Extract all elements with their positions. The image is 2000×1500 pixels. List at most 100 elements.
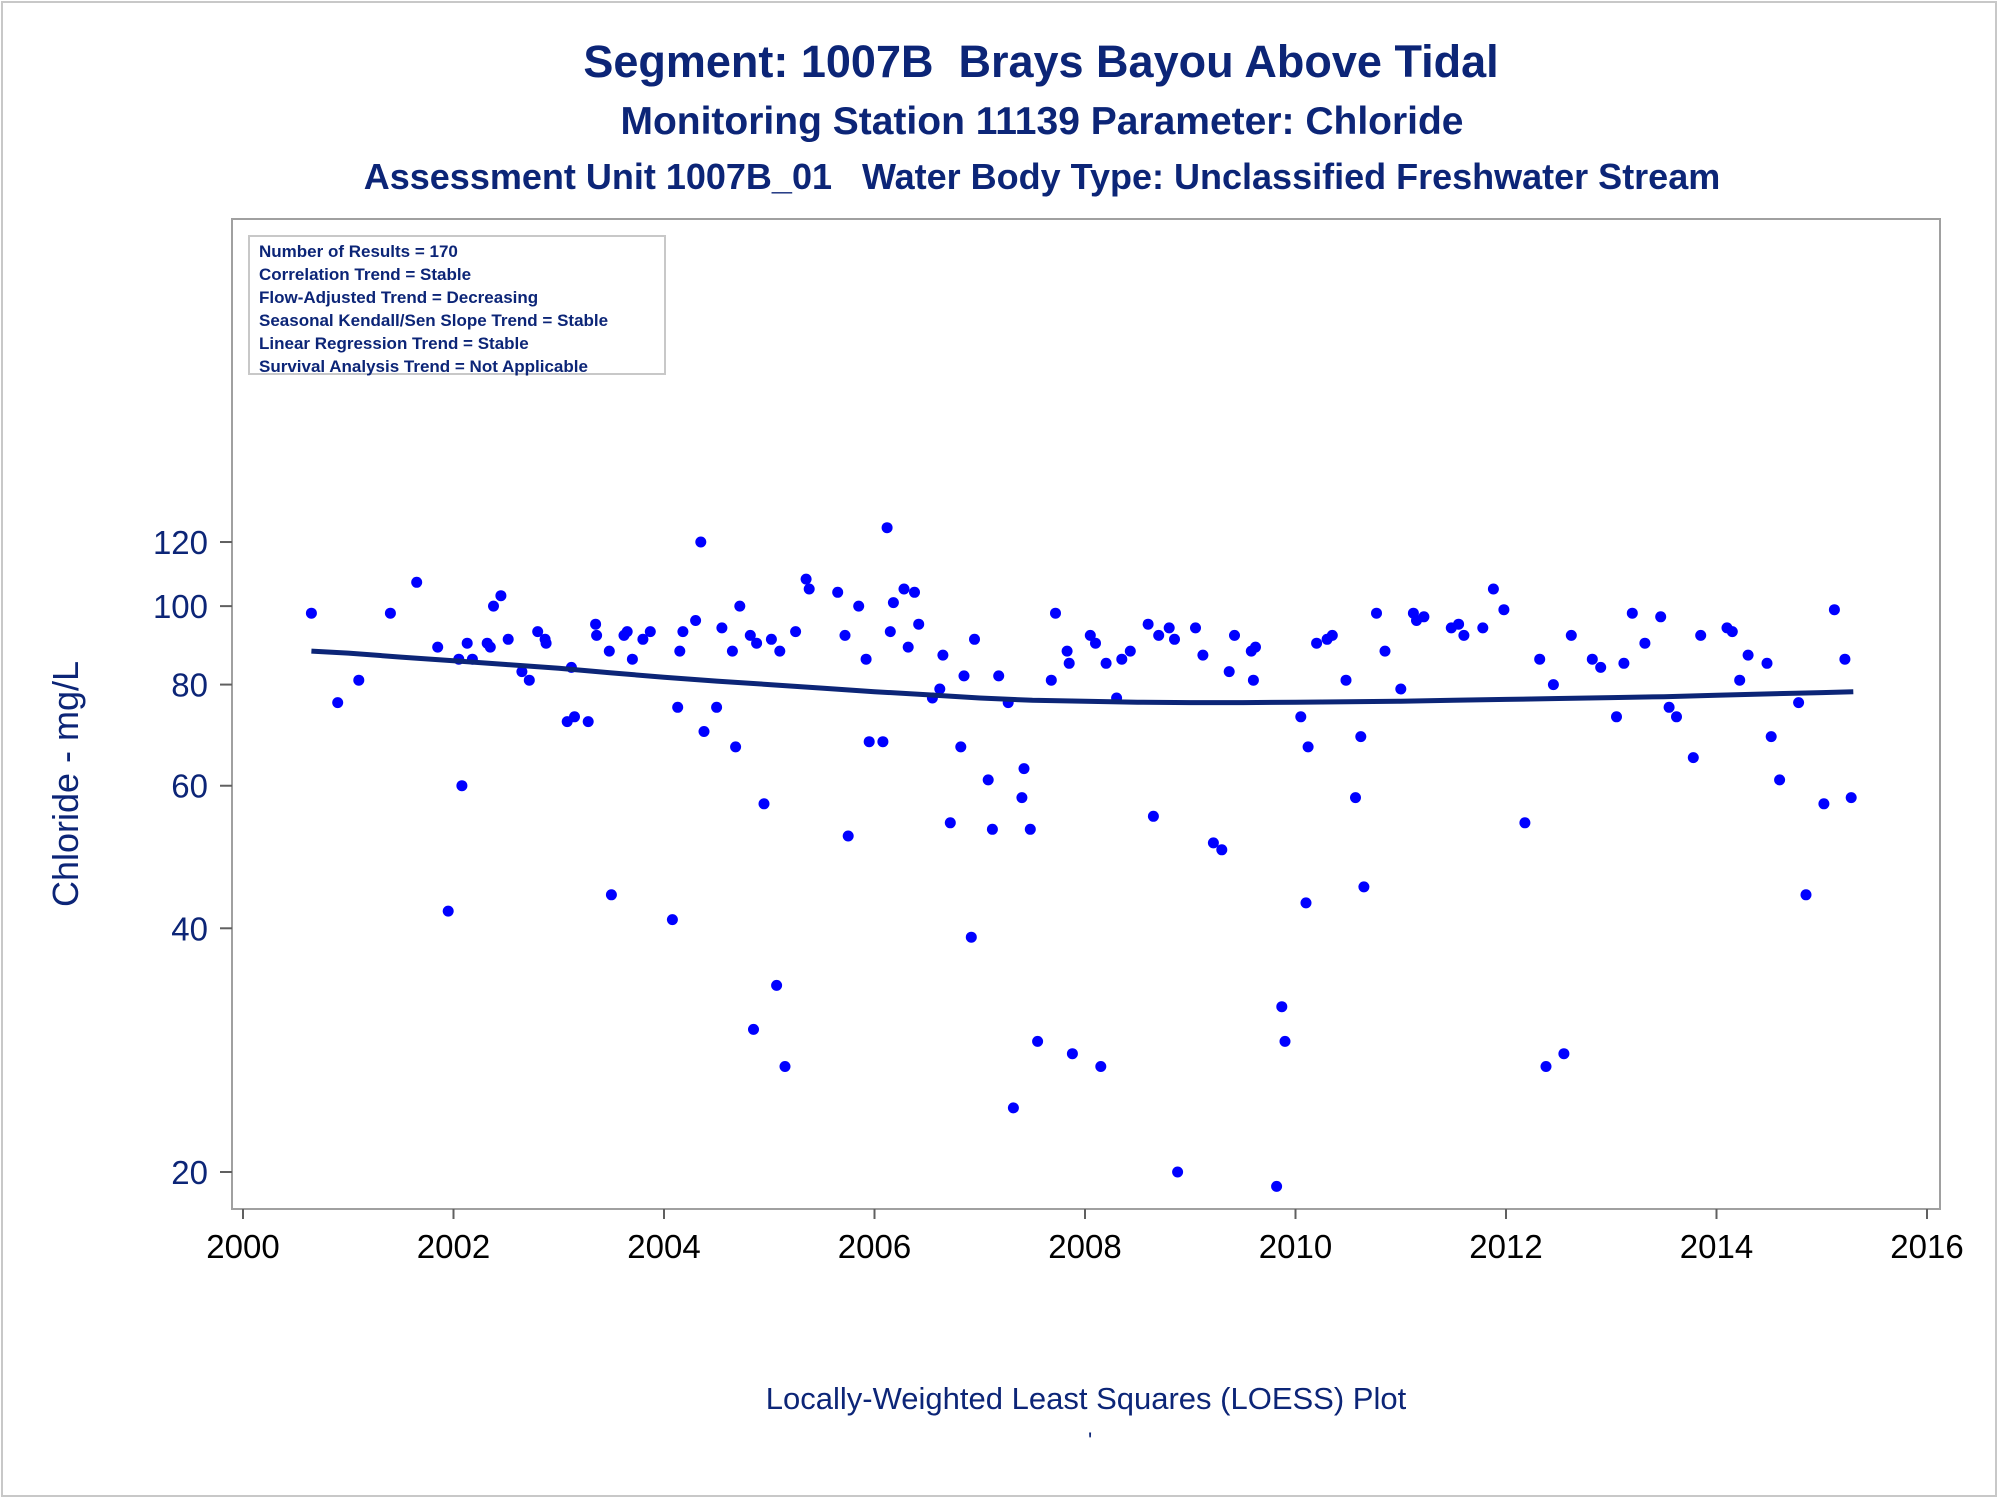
data-point (456, 780, 468, 792)
data-point (695, 536, 707, 548)
data-point (637, 633, 649, 645)
data-point (1350, 792, 1361, 804)
data-point (1163, 622, 1175, 634)
data-point (803, 583, 815, 595)
data-point (1547, 679, 1559, 691)
data-point (690, 615, 702, 626)
data-point (1340, 674, 1352, 686)
data-point (677, 626, 689, 638)
data-point (1250, 641, 1261, 653)
data-point (853, 600, 865, 612)
data-point (937, 649, 949, 661)
data-point (1358, 881, 1370, 893)
data-point (1302, 741, 1314, 753)
data-point (790, 626, 802, 638)
data-point (484, 641, 496, 653)
data-point (1271, 1180, 1283, 1192)
data-point (765, 633, 777, 645)
data-point (1655, 611, 1667, 623)
data-point (1534, 653, 1546, 665)
data-point (839, 629, 851, 641)
data-point (532, 626, 544, 638)
data-point (516, 666, 528, 678)
data-point (1839, 653, 1851, 665)
data-point (1169, 633, 1180, 645)
data-point (884, 626, 896, 638)
legend-line-linear-regression: Linear Regression Trend = Stable (259, 334, 529, 353)
data-point (913, 618, 925, 630)
data-point (1197, 649, 1209, 661)
data-point (898, 583, 910, 595)
data-point (1800, 889, 1812, 901)
data-point (944, 817, 956, 829)
y-tick-label: 100 (153, 588, 208, 625)
data-point (603, 645, 615, 657)
data-point (1395, 683, 1407, 695)
data-point (771, 979, 783, 991)
data-point (1761, 657, 1773, 669)
data-point (644, 626, 656, 638)
legend-line-survival-analysis: Survival Analysis Trend = Not Applicable (259, 357, 588, 376)
data-point (842, 830, 854, 842)
data-point (902, 641, 914, 653)
data-point (1663, 701, 1675, 713)
y-tick-label: 120 (153, 524, 208, 561)
data-point (1519, 817, 1531, 829)
data-point (877, 736, 889, 748)
data-point (1618, 657, 1630, 669)
trend-summary-box: Number of Results = 170 Correlation Tren… (248, 235, 666, 376)
data-point (1458, 629, 1470, 641)
data-point (1765, 731, 1777, 743)
data-point (1477, 622, 1489, 634)
data-point (1498, 604, 1510, 616)
data-point (1540, 1061, 1552, 1072)
data-point (1818, 798, 1830, 810)
data-point (1016, 792, 1028, 804)
data-point (887, 597, 899, 609)
x-tick-label: 2008 (1048, 1228, 1121, 1265)
data-point (698, 726, 710, 737)
data-point (758, 798, 770, 810)
data-point (1007, 1102, 1019, 1114)
data-point (674, 645, 686, 657)
y-axis-label: Chloride - mg/L (45, 661, 86, 907)
data-point (1558, 1048, 1570, 1060)
plot-footnote: Locally-Weighted Least Squares (LOESS) P… (765, 1381, 1407, 1416)
data-point (1066, 1048, 1078, 1060)
data-point (1793, 697, 1805, 709)
data-point (1687, 752, 1699, 764)
data-point (748, 1023, 759, 1035)
data-point (751, 637, 763, 649)
data-point (1018, 763, 1030, 775)
data-point (540, 637, 552, 649)
data-point (1172, 1166, 1184, 1178)
data-point (1726, 626, 1738, 638)
data-point (986, 823, 998, 835)
data-point (590, 618, 602, 630)
data-point (1229, 629, 1240, 641)
chart-subtitle-secondary: Assessment Unit 1007B_01 Water Body Type… (363, 156, 1721, 197)
x-tick-label: 2006 (838, 1228, 911, 1265)
data-point (1311, 637, 1323, 649)
data-point (432, 641, 444, 653)
data-point (1828, 604, 1840, 616)
data-point (605, 889, 617, 901)
data-point (1453, 618, 1465, 630)
data-point (832, 586, 844, 598)
data-point (1418, 611, 1430, 623)
data-point (1295, 711, 1307, 723)
x-tick-label: 2016 (1890, 1228, 1963, 1265)
data-point (1095, 1061, 1107, 1072)
loess-line (311, 648, 1854, 706)
data-point (1595, 661, 1607, 673)
chart-title: Segment: 1007B Brays Bayou Above Tidal (583, 36, 1499, 87)
data-point (353, 674, 365, 686)
data-point (734, 600, 746, 612)
data-point (969, 633, 980, 645)
data-point (488, 600, 499, 612)
x-tick-label: 2004 (627, 1228, 700, 1265)
y-tick-label: 40 (171, 910, 208, 947)
y-tick-label: 20 (171, 1154, 208, 1191)
data-point (1124, 645, 1136, 657)
